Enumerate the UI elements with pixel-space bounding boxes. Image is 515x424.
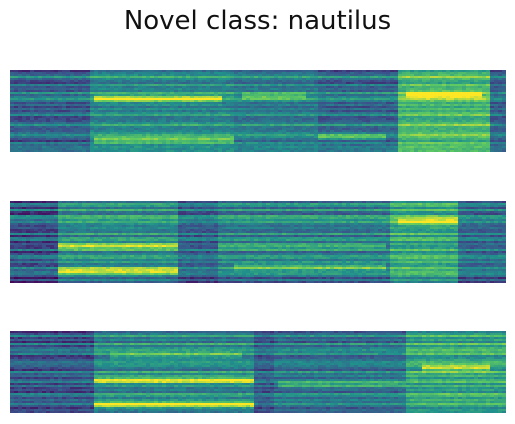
spectrogram-panel-3 bbox=[10, 331, 506, 413]
spectrogram-panel-2 bbox=[10, 201, 506, 283]
spectrogram-panel-1 bbox=[10, 70, 506, 152]
spectrogram-image-3 bbox=[10, 331, 506, 413]
spectrogram-image-1 bbox=[10, 70, 506, 152]
spectrogram-image-2 bbox=[10, 201, 506, 283]
figure-title: Novel class: nautilus bbox=[123, 6, 392, 36]
